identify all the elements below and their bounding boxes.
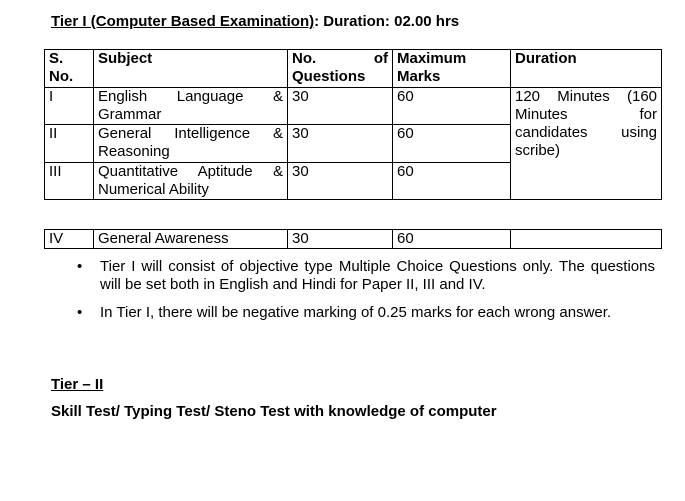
header-questions: No. of Questions [287,49,393,88]
cell-questions: 30 [287,124,393,163]
cell-marks: 60 [392,229,511,249]
exam-table-2: IV General Awareness 30 60 [44,229,662,249]
cell-subject: General Awareness [93,229,288,249]
header-sno: S. No. [44,49,94,88]
cell-questions: 30 [287,87,393,125]
cell-sno: II [44,124,94,163]
heading-duration: : Duration: 02.00 hrs [314,13,460,30]
note-item: Tier I will consist of objective type Mu… [75,258,655,294]
cell-sno: IV [44,229,94,249]
table-header-row: S. No. Subject No. of Questions Maximum Ma… [44,49,662,88]
table-row: II General Intelligence & Reasoning 30 6… [44,124,662,163]
header-marks: Maximum Marks [392,49,511,88]
cell-subject: Quantitative Aptitude & Numerical Abilit… [93,162,288,200]
header-questions-c: Questions [292,68,366,85]
section-heading: Tier I (Computer Based Examination): Dur… [51,13,459,30]
cell-marks: 60 [392,162,511,200]
cell-subject: General Intelligence & Reasoning [93,124,288,163]
cell-sno: III [44,162,94,200]
cell-marks: 60 [392,124,511,163]
cell-questions: 30 [287,162,393,200]
table-row: I English Language & Grammar 30 60 120 M… [44,87,662,200]
exam-table: S. No. Subject No. of Questions Maximum Ma… [44,49,662,200]
note-item: In Tier I, there will be negative markin… [75,304,655,322]
header-questions-b: of [373,50,388,67]
table-row: IV General Awareness 30 60 [44,229,662,249]
cell-marks: 60 [392,87,511,125]
header-duration: Duration [510,49,662,88]
cell-questions: 30 [287,229,393,249]
tier2-subtitle: Skill Test/ Typing Test/ Steno Test with… [51,403,497,420]
header-questions-a: No. [292,50,317,67]
tier2-title: Tier – II [51,376,104,393]
cell-duration [510,229,662,249]
table-row: III Quantitative Aptitude & Numerical Ab… [44,162,662,200]
header-subject: Subject [93,49,288,88]
cell-sno: I [44,87,94,125]
cell-subject: English Language & Grammar [93,87,288,125]
heading-underlined: Tier I (Computer Based Examination) [51,13,315,30]
notes-list: Tier I will consist of objective type Mu… [75,258,655,322]
cell-duration: 120 Minutes (160 Minutes for candidates … [510,87,662,200]
